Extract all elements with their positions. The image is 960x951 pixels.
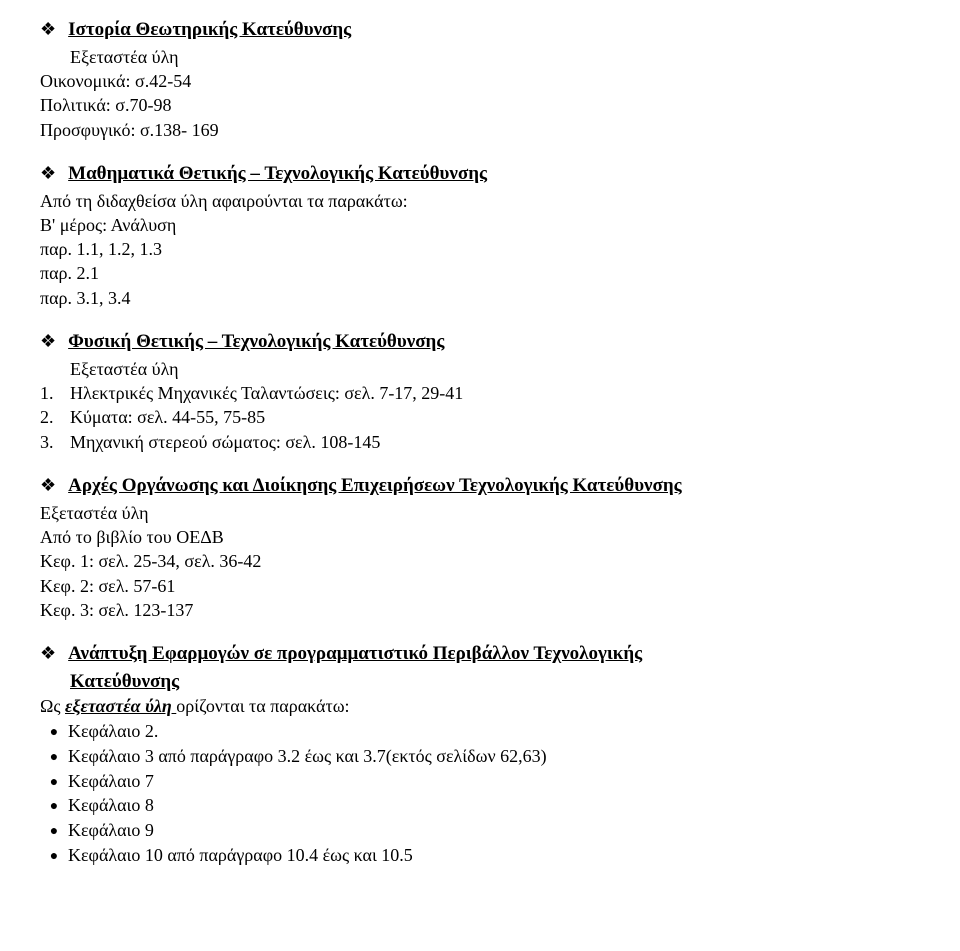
list-text: Μηχανική στερεού σώματος: σελ. 108-145 <box>70 430 380 454</box>
dot-bullet-icon: ● <box>40 823 68 842</box>
list-item: ● Κεφάλαιο 2. <box>40 719 920 744</box>
list-item: ● Κεφάλαιο 3 από παράγραφο 3.2 έως και 3… <box>40 744 920 769</box>
heading-row: ❖ Φυσική Θετικής – Τεχνολογικής Κατεύθυν… <box>40 330 920 355</box>
dot-bullet-icon: ● <box>40 798 68 817</box>
section-title-cont: Κατεύθυνσης <box>70 669 920 695</box>
list-text: Κεφάλαιο 3 από παράγραφο 3.2 έως και 3.7… <box>68 744 547 768</box>
section-title: Ανάπτυξη Εφαρμογών σε προγραμματιστικό Π… <box>68 642 642 667</box>
body-line: Κεφ. 2: σελ. 57-61 <box>40 574 920 598</box>
list-text: Κεφάλαιο 8 <box>68 793 154 817</box>
list-text: Κεφάλαιο 9 <box>68 818 154 842</box>
list-item: 3. Μηχανική στερεού σώματος: σελ. 108-14… <box>40 430 920 454</box>
body-line: Κεφ. 3: σελ. 123-137 <box>40 598 920 622</box>
list-item: ● Κεφάλαιο 10 από παράγραφο 10.4 έως και… <box>40 843 920 868</box>
intro-prefix: Ως <box>40 696 65 716</box>
diamond-bullet-icon: ❖ <box>40 642 56 665</box>
section-programming: ❖ Ανάπτυξη Εφαρμογών σε προγραμματιστικό… <box>40 642 920 868</box>
section-title: Μαθηματικά Θετικής – Τεχνολογικής Κατεύθ… <box>68 162 487 187</box>
body-line: Πολιτικά: σ.70-98 <box>40 93 920 117</box>
dot-bullet-icon: ● <box>40 848 68 867</box>
body-line: Εξεταστέα ύλη <box>70 357 920 381</box>
list-text: Ηλεκτρικές Μηχανικές Ταλαντώσεις: σελ. 7… <box>70 381 463 405</box>
list-number: 2. <box>40 405 70 429</box>
section-title: Ιστορία Θεωτηρικής Κατεύθυνσης <box>68 18 351 43</box>
heading-row: ❖ Αρχές Οργάνωσης και Διοίκησης Επιχειρή… <box>40 474 920 499</box>
body-line: Β' μέρος: Ανάλυση <box>40 213 920 237</box>
dot-bullet-icon: ● <box>40 749 68 768</box>
dot-bullet-icon: ● <box>40 774 68 793</box>
body-line: Από τη διδαχθείσα ύλη αφαιρούνται τα παρ… <box>40 189 920 213</box>
intro-italic: εξεταστέα ύλη <box>65 696 176 716</box>
body-line: Από το βιβλίο του ΟΕΔΒ <box>40 525 920 549</box>
body-line: παρ. 1.1, 1.2, 1.3 <box>40 237 920 261</box>
list-item: ● Κεφάλαιο 9 <box>40 818 920 843</box>
heading-row: ❖ Μαθηματικά Θετικής – Τεχνολογικής Κατε… <box>40 162 920 187</box>
list-text: Κεφάλαιο 2. <box>68 719 158 743</box>
body-line: Εξεταστέα ύλη <box>40 501 920 525</box>
heading-row: ❖ Ανάπτυξη Εφαρμογών σε προγραμματιστικό… <box>40 642 920 667</box>
body-line: παρ. 3.1, 3.4 <box>40 286 920 310</box>
list-item: ● Κεφάλαιο 7 <box>40 769 920 794</box>
list-text: Κεφάλαιο 7 <box>68 769 154 793</box>
section-physics: ❖ Φυσική Θετικής – Τεχνολογικής Κατεύθυν… <box>40 330 920 454</box>
list-item: 2. Κύματα: σελ. 44-55, 75-85 <box>40 405 920 429</box>
section-math: ❖ Μαθηματικά Θετικής – Τεχνολογικής Κατε… <box>40 162 920 310</box>
diamond-bullet-icon: ❖ <box>40 474 56 497</box>
list-item: ● Κεφάλαιο 8 <box>40 793 920 818</box>
body-line: παρ. 2.1 <box>40 261 920 285</box>
dot-bullet-icon: ● <box>40 724 68 743</box>
list-text: Κύματα: σελ. 44-55, 75-85 <box>70 405 265 429</box>
section-business: ❖ Αρχές Οργάνωσης και Διοίκησης Επιχειρή… <box>40 474 920 622</box>
section-history: ❖ Ιστορία Θεωτηρικής Κατεύθυνσης Εξεταστ… <box>40 18 920 142</box>
list-text: Κεφάλαιο 10 από παράγραφο 10.4 έως και 1… <box>68 843 413 867</box>
diamond-bullet-icon: ❖ <box>40 330 56 353</box>
section-title: Αρχές Οργάνωσης και Διοίκησης Επιχειρήσε… <box>68 474 682 499</box>
list-item: 1. Ηλεκτρικές Μηχανικές Ταλαντώσεις: σελ… <box>40 381 920 405</box>
diamond-bullet-icon: ❖ <box>40 162 56 185</box>
intro-line: Ως εξεταστέα ύλη ορίζονται τα παρακάτω: <box>40 694 920 718</box>
list-number: 3. <box>40 430 70 454</box>
intro-rest: ορίζονται τα παρακάτω: <box>176 696 349 716</box>
section-title: Φυσική Θετικής – Τεχνολογικής Κατεύθυνση… <box>68 330 444 355</box>
body-line: Προσφυγικό: σ.138- 169 <box>40 118 920 142</box>
heading-row: ❖ Ιστορία Θεωτηρικής Κατεύθυνσης <box>40 18 920 43</box>
body-line: Οικονομικά: σ.42-54 <box>40 69 920 93</box>
diamond-bullet-icon: ❖ <box>40 18 56 41</box>
body-line: Εξεταστέα ύλη <box>70 45 920 69</box>
list-number: 1. <box>40 381 70 405</box>
body-line: Κεφ. 1: σελ. 25-34, σελ. 36-42 <box>40 549 920 573</box>
